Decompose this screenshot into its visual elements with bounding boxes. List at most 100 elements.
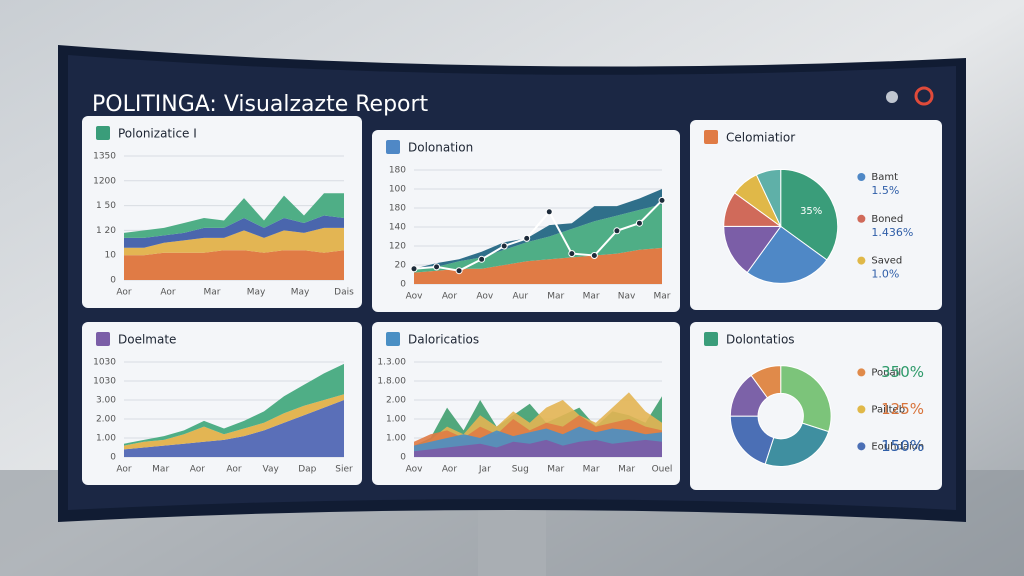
- y-tick-label: 180: [389, 204, 406, 214]
- monitor-stand: [478, 500, 546, 576]
- area: [124, 394, 344, 450]
- line-point: [410, 265, 418, 273]
- x-tick-label: Sug: [512, 465, 529, 475]
- slice-label: 35%: [800, 206, 822, 217]
- legend-name: Eouhdaion: [871, 441, 924, 452]
- x-tick-label: Aur: [513, 292, 529, 302]
- y-tick-label: 1200: [93, 176, 116, 186]
- legend-swatch: [857, 442, 866, 451]
- legend-value: 350%: [881, 363, 924, 381]
- line: [413, 199, 663, 272]
- x-tick-label: Aor: [442, 465, 458, 475]
- y-tick-label: 1.00: [386, 415, 406, 425]
- y-tick-label: 1 50: [96, 201, 116, 211]
- legend-note: 1.5%: [871, 184, 899, 197]
- legend-swatch: [857, 368, 866, 377]
- y-tick-label: 1030: [93, 358, 116, 368]
- x-tick-label: Mar: [152, 465, 169, 475]
- legend-value: 125%: [881, 400, 924, 418]
- x-tick-label: Aor: [116, 465, 132, 475]
- slice: [755, 168, 782, 227]
- x-tick-label: Aor: [160, 288, 176, 298]
- line-point: [635, 219, 643, 227]
- line-point: [545, 208, 553, 216]
- x-tick-label: Sier: [335, 465, 353, 475]
- slice: [780, 365, 832, 433]
- panel-title: Celomiatior: [726, 131, 795, 145]
- avatar-icon[interactable]: [914, 86, 934, 106]
- panel-title: Dolontatios: [726, 333, 795, 347]
- x-tick-label: Nav: [618, 292, 636, 302]
- area: [124, 250, 344, 280]
- x-tick-label: Mar: [583, 292, 600, 302]
- slice: [750, 365, 782, 399]
- area: [414, 189, 662, 269]
- legend-name: Saved: [871, 256, 902, 267]
- x-tick-label: Aor: [190, 465, 206, 475]
- bell-icon[interactable]: [886, 91, 898, 103]
- y-tick-label: 140: [389, 223, 406, 233]
- y-tick-label: 1030: [93, 377, 116, 387]
- area: [414, 439, 662, 457]
- x-tick-label: Mar: [583, 465, 600, 475]
- area: [124, 215, 344, 248]
- x-tick-label: Aor: [442, 292, 458, 302]
- panel-icon: [96, 126, 110, 140]
- panel-icon: [96, 332, 110, 346]
- y-tick-label: 0: [400, 280, 406, 290]
- x-tick-label: May: [291, 288, 310, 298]
- y-tick-label: 0: [400, 453, 406, 463]
- x-tick-label: May: [247, 288, 266, 298]
- area: [124, 400, 344, 457]
- y-tick-label: 20: [395, 261, 407, 271]
- x-tick-label: Ouel: [652, 465, 673, 475]
- legend-name: Bamt: [871, 172, 898, 183]
- panel-icon: [704, 332, 718, 346]
- legend-swatch: [857, 405, 866, 414]
- x-tick-label: Mar: [204, 288, 221, 298]
- x-tick-label: Dap: [298, 465, 316, 475]
- area: [124, 193, 344, 238]
- panel-icon: [704, 130, 718, 144]
- area: [414, 204, 662, 273]
- y-tick-label: 0: [110, 276, 116, 286]
- y-tick-label: 1.3.00: [377, 358, 406, 368]
- panel-title: Daloricatios: [408, 333, 479, 347]
- area: [124, 363, 344, 446]
- slice: [746, 225, 828, 284]
- panel-title: Polonizatice I: [118, 127, 197, 141]
- y-tick-label: 1.00: [386, 434, 406, 444]
- panel: Polonizatice I 0 10 1 20 1 50 1200 1350 Aor Aor M…: [82, 116, 362, 308]
- line-point: [658, 196, 666, 204]
- legend-swatch: [857, 256, 866, 265]
- panel: Doelmate 0 1.00 2.00 3.00 1030 1030 Aor Mar Aor Ao…: [82, 322, 362, 485]
- line-point: [568, 250, 576, 258]
- line-point: [455, 267, 463, 275]
- panel-icon: [386, 332, 400, 346]
- y-tick-label: 10: [105, 251, 117, 261]
- area: [414, 247, 662, 284]
- legend-name: Pouall: [871, 367, 901, 378]
- y-tick-label: 100: [389, 185, 406, 195]
- y-tick-label: 2.00: [386, 396, 406, 406]
- legend-value: 150%: [881, 437, 924, 455]
- x-tick-label: Jar: [478, 465, 491, 475]
- panel: Daloricatios 0 1.00 1.00 2.00 1.8.00 1.3.00 Aov…: [372, 322, 680, 485]
- legend-name: Pailteb: [871, 404, 905, 415]
- y-tick-label: 1 20: [96, 226, 116, 236]
- x-tick-label: Mar: [654, 292, 671, 302]
- line-point: [500, 242, 508, 250]
- legend-swatch: [857, 173, 866, 181]
- legend-name: Boned: [871, 214, 903, 225]
- legend-note: 1.0%: [871, 268, 899, 281]
- slice: [780, 168, 839, 261]
- x-tick-label: Mar: [547, 465, 564, 475]
- panel-title: Doelmate: [118, 333, 176, 347]
- y-tick-label: 2.00: [96, 415, 116, 425]
- y-tick-label: 3.00: [96, 396, 116, 406]
- x-tick-label: Mar: [547, 292, 564, 302]
